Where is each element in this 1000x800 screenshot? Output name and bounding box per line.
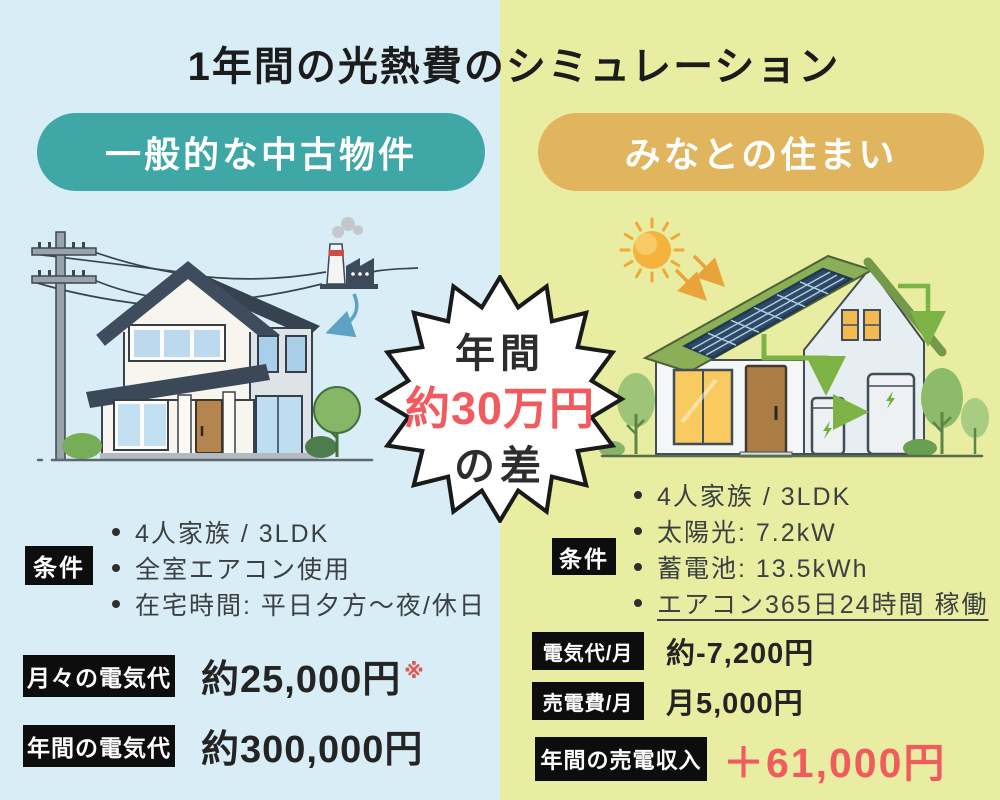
condition-item: 蓄電池: 13.5kWh <box>634 549 988 585</box>
trees-icon <box>62 386 361 459</box>
sunlight-arrows-icon <box>674 254 725 301</box>
legacy-house-illustration <box>20 210 420 495</box>
monthly-electricity-cost-row: 月々の電気代 約25,000円 ※ <box>23 648 425 703</box>
annual-electricity-cost-row: 年間の電気代 約300,000円 <box>23 718 423 773</box>
condition-item: 4人家族 / 3LDK <box>634 477 988 513</box>
condition-item: 在宅時間: 平日夕方～夜/休日 <box>112 586 486 622</box>
left-column-badge: 一般的な中古物件 <box>37 113 485 191</box>
condition-item: 4人家族 / 3LDK <box>112 514 486 550</box>
legacy-house-icon <box>86 261 320 461</box>
condition-item: エアコン365日24時間 稼働 <box>634 585 988 621</box>
solar-house-illustration <box>590 208 990 483</box>
monthly-sale-row: 売電費/月 月5,000円 <box>532 680 804 722</box>
bullet-icon <box>112 564 120 572</box>
stat-value: 約-7,200円 <box>666 638 815 670</box>
right-column-badge: みなとの住まい <box>538 113 984 191</box>
left-conditions-list: 4人家族 / 3LDK 全室エアコン使用 在宅時間: 平日夕方～夜/休日 <box>112 514 486 622</box>
left-conditions-label: 条件 <box>25 546 93 585</box>
stat-value: ＋61,000円 <box>723 740 947 786</box>
trees-icon <box>599 368 989 457</box>
condition-item: 太陽光: 7.2kW <box>634 513 988 549</box>
grid-supply-arrow-icon <box>325 293 359 338</box>
condition-item: 全室エアコン使用 <box>112 550 486 586</box>
energy-flow-arrows-icon <box>761 283 946 430</box>
battery-units-icon <box>810 372 916 456</box>
right-conditions-list: 4人家族 / 3LDK 太陽光: 7.2kW 蓄電池: 13.5kWh エアコン… <box>634 477 988 621</box>
bullet-icon <box>634 599 642 607</box>
stat-value: 約25,000円 ※ <box>201 659 425 701</box>
bullet-icon <box>634 527 642 535</box>
stat-label: 売電費/月 <box>532 682 644 720</box>
stat-label: 月々の電気代 <box>23 654 175 697</box>
burst-line-3: の差 <box>454 443 546 489</box>
right-conditions-label: 条件 <box>552 538 616 575</box>
stat-label: 電気代/月 <box>532 632 644 670</box>
stat-value: 約300,000円 <box>201 729 424 771</box>
starburst-shape-icon <box>374 275 626 523</box>
bullet-icon <box>634 491 642 499</box>
solar-panel-icon <box>682 267 854 360</box>
burst-line-2-amount: 約30万円 <box>404 383 596 434</box>
sun-icon <box>619 217 685 283</box>
page-title: 1年間の光熱費のシミュレーション <box>187 45 841 89</box>
stat-label: 年間の売電収入 <box>535 737 707 781</box>
burst-line-1: 年間 <box>455 332 545 376</box>
stat-value: 月5,000円 <box>666 688 804 720</box>
bullet-icon <box>112 600 120 608</box>
bullet-icon <box>634 563 642 571</box>
annual-sale-income-row: 年間の売電収入 ＋61,000円 <box>535 729 946 789</box>
utility-pole-icon <box>31 231 97 461</box>
monthly-electricity-row: 電気代/月 約-7,200円 <box>532 630 814 672</box>
power-plant-icon <box>320 217 378 289</box>
bullet-icon <box>112 528 120 536</box>
stat-label: 年間の電気代 <box>23 724 175 767</box>
footnote-marker: ※ <box>404 661 425 684</box>
savings-starburst: 年間 約30万円 の差 <box>368 275 632 523</box>
